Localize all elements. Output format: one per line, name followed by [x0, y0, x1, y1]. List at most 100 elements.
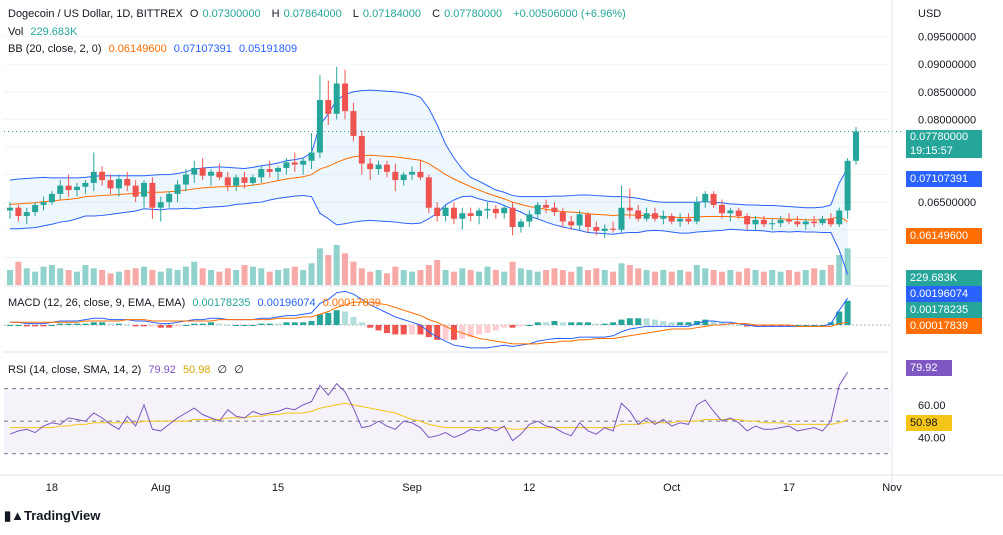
volume-bar [74, 271, 81, 285]
candle-body [383, 164, 390, 172]
candle-body [509, 207, 516, 228]
macd-hist-bar [752, 325, 759, 327]
tradingview-logo[interactable]: ▮▲TradingView [4, 508, 101, 523]
volume-bar [90, 268, 97, 285]
volume-bar [819, 270, 826, 285]
volume-bar [735, 271, 742, 285]
volume-bar [99, 270, 106, 285]
macd-hist-bar [660, 320, 667, 325]
candle-body [718, 204, 725, 214]
macd-hist-bar [367, 325, 374, 328]
candle-body [744, 215, 751, 225]
candle-body [710, 193, 717, 205]
volume-bar [157, 271, 164, 285]
volume-bar [358, 268, 365, 285]
macd-hist-bar [417, 325, 424, 335]
macd-hist-bar [342, 311, 349, 325]
macd-hist-bar [618, 319, 625, 325]
macd-hist-bar [149, 325, 156, 327]
volume-bar [718, 271, 725, 285]
candle-body [551, 207, 558, 213]
candle-body [409, 171, 416, 175]
candle-body [836, 210, 843, 225]
volume-bar [836, 255, 843, 285]
candle-body [844, 160, 851, 211]
macd-hist-bar [258, 323, 265, 325]
volume-bar [769, 270, 776, 285]
macd-hist-bar [15, 325, 22, 326]
candle-body [434, 207, 441, 216]
macd-hist-bar [509, 325, 516, 328]
macd-hist-bar [107, 323, 114, 325]
volume-bar [417, 270, 424, 285]
time-tick-label: 17 [783, 482, 795, 494]
macd-hist-bar [450, 325, 457, 340]
open-value: 0.07300000 [202, 8, 261, 20]
symbol-title[interactable]: Dogecoin / US Dollar, 1D, BITTREX [8, 8, 183, 20]
volume-label[interactable]: Vol [8, 26, 24, 38]
volume-bar [501, 271, 508, 285]
macd-hist-bar [409, 325, 416, 335]
volume-bar [844, 248, 851, 285]
macd-label[interactable]: MACD (12, 26, close, 9, EMA, EMA) [8, 297, 186, 309]
volume-bar [727, 270, 734, 285]
macd-hist-bar [333, 310, 340, 325]
macd-line-tag: 0.00196074 [906, 286, 982, 302]
price-tick-label: 0.09500000 [918, 32, 976, 44]
macd-signal-tag: 0.00017839 [906, 318, 982, 334]
volume-bar [233, 270, 240, 285]
candles[interactable] [4, 66, 902, 239]
volume-bar [760, 271, 767, 285]
macd-hist-bar [811, 325, 818, 326]
candle-body [141, 182, 148, 197]
volume-bar [275, 270, 282, 285]
volume-bar [333, 245, 340, 285]
candle-body [241, 177, 248, 183]
volume-bar [283, 268, 290, 285]
macd-hist-bar [266, 323, 273, 325]
macd-hist-bar [727, 323, 734, 325]
candle-body [450, 207, 457, 219]
candle-body [283, 162, 290, 168]
volume-bar [249, 266, 256, 285]
macd-hist-bar [718, 322, 725, 325]
volume-bar [559, 270, 566, 285]
bb-lower-line [10, 195, 849, 275]
bb-label[interactable]: BB (20, close, 2, 0) [8, 43, 102, 55]
volume-bar [484, 266, 491, 285]
volume-bar [685, 271, 692, 285]
macd-hist-bar [576, 322, 583, 325]
price-tick-label: 0.09000000 [918, 59, 976, 71]
rsi-pane[interactable] [4, 351, 890, 455]
macd-hist-bar [651, 319, 658, 325]
macd-hist-bar [794, 325, 801, 326]
macd-hist-bar [551, 320, 558, 325]
volume-bar [517, 268, 524, 285]
volume-bar [182, 266, 189, 285]
macd-hist-bar [291, 322, 298, 325]
candle-body [32, 204, 39, 213]
candle-body [149, 182, 156, 208]
time-tick-label: Aug [151, 482, 171, 494]
last-price-tag: 0.07780000 19:15:57 [906, 130, 982, 158]
volume-bar [693, 265, 700, 285]
candle-body [476, 210, 483, 216]
candle-body [727, 210, 734, 214]
volume-bar [325, 255, 332, 285]
volume-bar [40, 266, 47, 285]
macd-hist-bar [568, 322, 575, 325]
rsi-label[interactable]: RSI (14, close, SMA, 14, 2) [8, 364, 142, 376]
volume-bar [23, 268, 30, 285]
macd-hist-bar [300, 322, 307, 325]
bb-legend: BB (20, close, 2, 0) 0.06149600 0.071073… [8, 43, 301, 55]
currency-label[interactable]: USD [918, 8, 942, 20]
volume-bar [383, 273, 390, 285]
rsi-legend: RSI (14, close, SMA, 14, 2) 79.92 50.98 … [8, 364, 244, 376]
candle-body [802, 221, 809, 225]
price-tick-label: 0.06500000 [918, 197, 976, 209]
macd-pane[interactable] [4, 285, 890, 349]
macd-hist-bar [191, 323, 198, 325]
macd-hist-bar [434, 325, 441, 340]
macd-hist-bar [685, 322, 692, 325]
